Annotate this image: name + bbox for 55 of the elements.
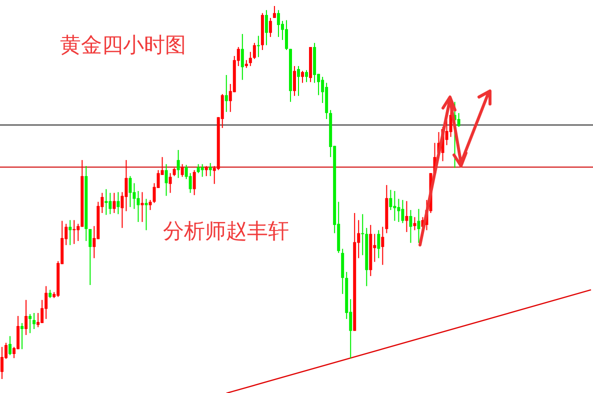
candlestick [457, 112, 460, 128]
candlestick [409, 210, 412, 244]
candlestick [104, 188, 108, 216]
candlestick [20, 322, 24, 350]
candlestick [44, 286, 48, 320]
candlestick [361, 214, 364, 256]
candlestick [252, 42, 256, 60]
candlestick [240, 33, 244, 80]
candlestick [0, 346, 4, 380]
candlestick [256, 35, 260, 58]
candlestick [16, 315, 20, 350]
candlestick [264, 10, 268, 46]
candlestick [108, 192, 112, 215]
candlestick [284, 20, 288, 51]
candlestick [377, 230, 380, 259]
candlestick [176, 149, 180, 178]
candlestick [389, 189, 392, 211]
candlestick [112, 192, 116, 214]
candlestick [180, 164, 184, 178]
candlestick [148, 199, 152, 211]
candlestick [397, 198, 400, 222]
candlestick [301, 70, 304, 84]
candlestick [32, 312, 36, 330]
candlestick [168, 172, 172, 194]
candlestick [200, 164, 204, 178]
candlestick [124, 160, 128, 212]
candlestick [24, 299, 28, 336]
candlestick [8, 336, 12, 356]
candlestick [292, 66, 296, 96]
annotation: 分析师赵丰轩 [163, 219, 289, 243]
candlestick [208, 162, 212, 177]
candlestick [36, 312, 40, 328]
candlestick [268, 17, 272, 38]
candlestick [116, 192, 120, 215]
candlestick [276, 10, 280, 38]
candlestick [413, 216, 416, 231]
candlestick [305, 70, 308, 83]
candlestick [28, 314, 32, 334]
candlestick [204, 166, 208, 177]
candlestick [88, 228, 92, 286]
candlestick [405, 200, 408, 233]
candlestick [417, 208, 420, 244]
text: 黄金四小时图 [60, 33, 186, 57]
candlestick [297, 66, 300, 96]
candlestick [272, 6, 276, 18]
candlestick [381, 226, 384, 266]
candlestick [164, 164, 168, 196]
candlestick [401, 199, 404, 224]
candlestick [136, 190, 140, 222]
candlestick [248, 51, 252, 67]
candlestick [192, 170, 196, 196]
candlestick [68, 220, 72, 246]
candlestick [128, 176, 132, 208]
candlestick [72, 220, 76, 244]
candlestick [224, 74, 228, 112]
